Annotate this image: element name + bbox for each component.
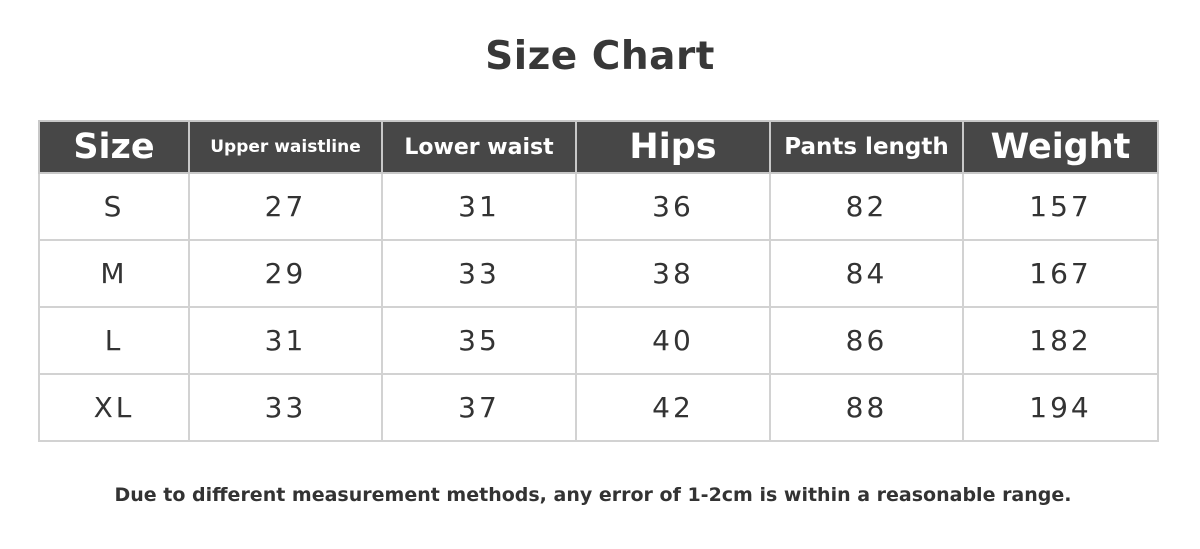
cell-size: XL — [38, 373, 190, 442]
header-weight: Weight — [962, 120, 1159, 174]
cell-upper-waistline: 27 — [188, 172, 383, 241]
cell-hips: 42 — [575, 373, 771, 442]
measurement-note: Due to different measurement methods, an… — [114, 484, 1072, 506]
header-lower-waist: Lower waist — [381, 120, 577, 174]
cell-pants-length: 88 — [769, 373, 964, 442]
cell-hips: 40 — [575, 306, 771, 375]
header-pants-length: Pants length — [769, 120, 964, 174]
cell-lower-waist: 31 — [381, 172, 577, 241]
header-hips: Hips — [575, 120, 771, 174]
table-row: M 29 33 38 84 167 — [38, 239, 1159, 308]
cell-upper-waistline: 29 — [188, 239, 383, 308]
cell-lower-waist: 37 — [381, 373, 577, 442]
header-upper-waistline: Upper waistline — [188, 120, 383, 174]
cell-hips: 38 — [575, 239, 771, 308]
cell-size: L — [38, 306, 190, 375]
cell-weight: 167 — [962, 239, 1159, 308]
cell-weight: 182 — [962, 306, 1159, 375]
cell-weight: 157 — [962, 172, 1159, 241]
cell-lower-waist: 35 — [381, 306, 577, 375]
cell-hips: 36 — [575, 172, 771, 241]
table-row: XL 33 37 42 88 194 — [38, 373, 1159, 442]
cell-pants-length: 82 — [769, 172, 964, 241]
header-size: Size — [38, 120, 190, 174]
header-row: Size Upper waistline Lower waist Hips Pa… — [38, 120, 1159, 174]
cell-size: S — [38, 172, 190, 241]
page-title: Size Chart — [485, 34, 715, 79]
table-row: L 31 35 40 86 182 — [38, 306, 1159, 375]
size-table: Size Upper waistline Lower waist Hips Pa… — [38, 120, 1159, 442]
table-row: S 27 31 36 82 157 — [38, 172, 1159, 241]
cell-upper-waistline: 31 — [188, 306, 383, 375]
cell-pants-length: 86 — [769, 306, 964, 375]
cell-pants-length: 84 — [769, 239, 964, 308]
cell-lower-waist: 33 — [381, 239, 577, 308]
cell-size: M — [38, 239, 190, 308]
cell-upper-waistline: 33 — [188, 373, 383, 442]
cell-weight: 194 — [962, 373, 1159, 442]
